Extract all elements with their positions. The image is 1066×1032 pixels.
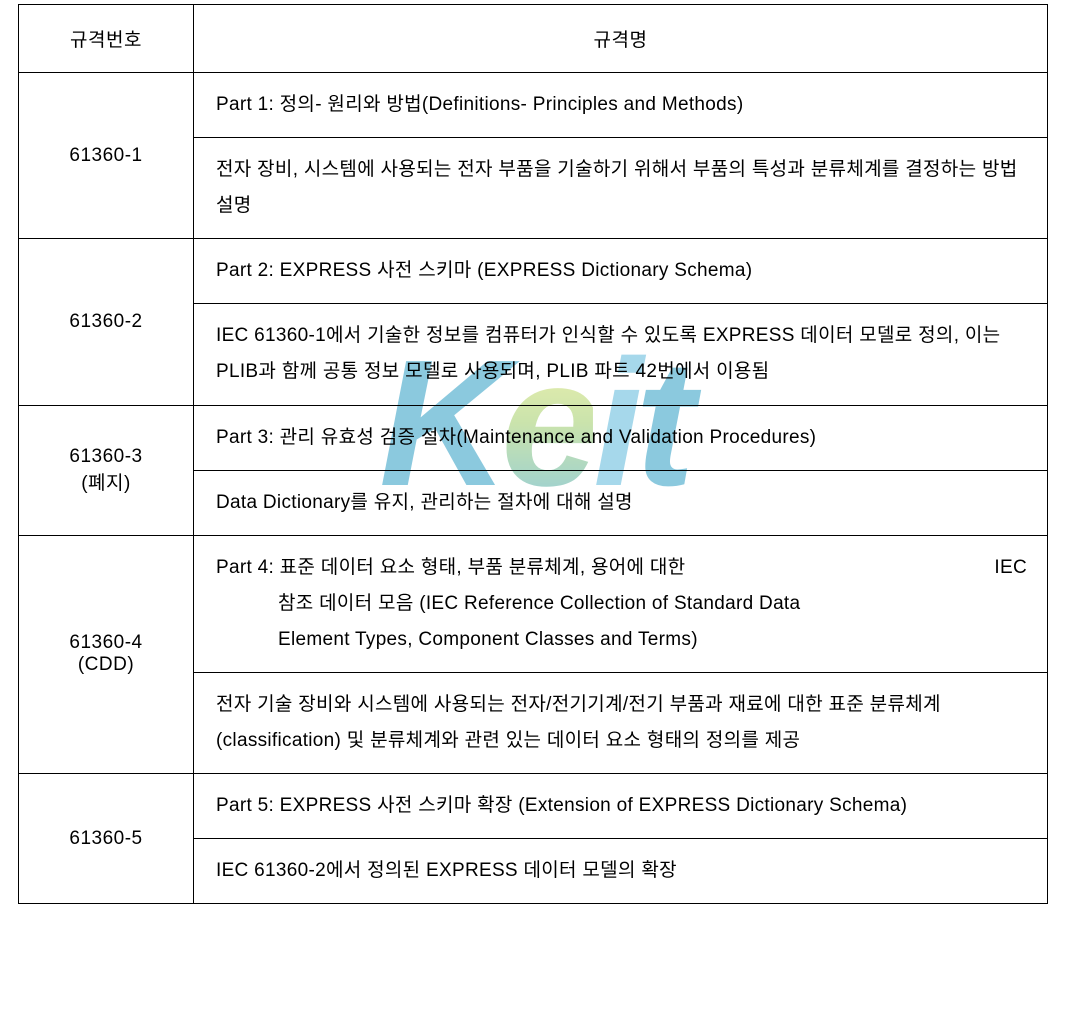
spec-number-cell: 61360-5	[19, 774, 194, 904]
spec-number-text: 61360-4 (CDD)	[69, 632, 142, 675]
part4-line1-left: Part 4: 표준 데이터 요소 형태, 부품 분류체계, 용어에 대한	[216, 550, 685, 586]
table-row: 61360-4 (CDD) Part 4: 표준 데이터 요소 형태, 부품 분…	[19, 535, 1048, 672]
spec-number-text: 61360-3 (폐지)	[69, 446, 142, 494]
spec-title-cell: Part 3: 관리 유효성 검증 절차(Maintenance and Val…	[194, 405, 1048, 470]
spec-number-cell: 61360-1	[19, 73, 194, 239]
spec-desc-cell: IEC 61360-1에서 기술한 정보를 컴퓨터가 인식할 수 있도록 EXP…	[194, 304, 1048, 405]
spec-title-cell: Part 5: EXPRESS 사전 스키마 확장 (Extension of …	[194, 774, 1048, 839]
spec-title-cell: Part 4: 표준 데이터 요소 형태, 부품 분류체계, 용어에 대한 IE…	[194, 535, 1048, 672]
table-row: 61360-3 (폐지) Part 3: 관리 유효성 검증 절차(Mainte…	[19, 405, 1048, 470]
spec-desc-cell: 전자 기술 장비와 시스템에 사용되는 전자/전기기계/전기 부품과 재료에 대…	[194, 673, 1048, 774]
table-row: 61360-2 Part 2: EXPRESS 사전 스키마 (EXPRESS …	[19, 239, 1048, 304]
spec-desc-cell: Data Dictionary를 유지, 관리하는 절차에 대해 설명	[194, 470, 1048, 535]
spec-title-cell: Part 1: 정의- 원리와 방법(Definitions- Principl…	[194, 73, 1048, 138]
table-header-row: 규격번호 규격명	[19, 5, 1048, 73]
spec-number-cell: 61360-4 (CDD)	[19, 535, 194, 773]
spec-number-cell: 61360-2	[19, 239, 194, 405]
spec-number-cell: 61360-3 (폐지)	[19, 405, 194, 535]
spec-title-cell: Part 2: EXPRESS 사전 스키마 (EXPRESS Dictiona…	[194, 239, 1048, 304]
spec-desc-cell: 전자 장비, 시스템에 사용되는 전자 부품을 기술하기 위해서 부품의 특성과…	[194, 138, 1048, 239]
header-spec-number: 규격번호	[19, 5, 194, 73]
part4-line1-right: IEC	[994, 550, 1027, 586]
part4-line3: Element Types, Component Classes and Ter…	[216, 622, 1027, 658]
header-spec-name: 규격명	[194, 5, 1048, 73]
standards-table: 규격번호 규격명 61360-1 Part 1: 정의- 원리와 방법(Defi…	[18, 4, 1048, 904]
part4-line2: 참조 데이터 모음 (IEC Reference Collection of S…	[216, 586, 1027, 622]
table-row: 61360-1 Part 1: 정의- 원리와 방법(Definitions- …	[19, 73, 1048, 138]
table-row: 61360-5 Part 5: EXPRESS 사전 스키마 확장 (Exten…	[19, 774, 1048, 839]
spec-desc-cell: IEC 61360-2에서 정의된 EXPRESS 데이터 모델의 확장	[194, 839, 1048, 904]
